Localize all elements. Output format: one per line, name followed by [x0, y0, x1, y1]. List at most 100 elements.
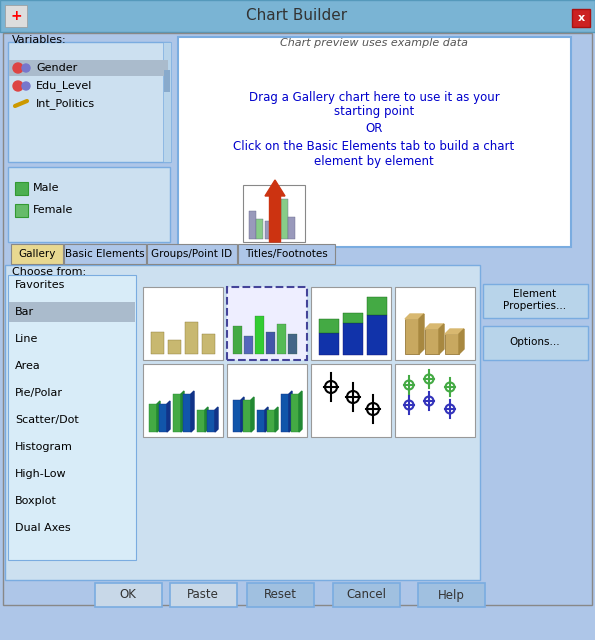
Text: Help: Help: [437, 589, 465, 602]
Bar: [265, 221, 272, 239]
Text: High-Low: High-Low: [15, 469, 67, 479]
Text: Basic Elements: Basic Elements: [65, 249, 145, 259]
Bar: [266, 332, 275, 354]
Bar: [483, 284, 588, 318]
Bar: [15, 204, 28, 217]
Bar: [143, 364, 223, 437]
Text: Choose from:: Choose from:: [12, 267, 86, 277]
Bar: [256, 219, 263, 239]
Bar: [395, 364, 475, 437]
Polygon shape: [445, 329, 464, 334]
Text: Favorites: Favorites: [15, 280, 65, 290]
Text: Paste: Paste: [187, 589, 219, 602]
Bar: [9, 302, 135, 322]
Bar: [227, 287, 307, 360]
Text: x: x: [577, 13, 584, 23]
Polygon shape: [265, 407, 268, 432]
Bar: [367, 315, 387, 355]
Polygon shape: [459, 329, 464, 354]
Bar: [311, 287, 391, 360]
Bar: [247, 583, 314, 607]
Polygon shape: [181, 391, 184, 432]
Polygon shape: [215, 407, 218, 432]
Text: Edu_Level: Edu_Level: [36, 81, 92, 92]
Bar: [151, 332, 164, 354]
Text: Reset: Reset: [264, 589, 296, 602]
Text: Female: Female: [33, 205, 73, 215]
Bar: [333, 583, 400, 607]
Text: Pie/Polar: Pie/Polar: [15, 388, 63, 398]
Bar: [238, 244, 335, 264]
Bar: [418, 583, 485, 607]
Bar: [163, 42, 171, 162]
Polygon shape: [251, 397, 254, 432]
Bar: [483, 326, 588, 360]
Bar: [257, 410, 265, 432]
Bar: [185, 322, 198, 354]
Text: +: +: [10, 9, 22, 23]
Text: OR: OR: [365, 122, 383, 136]
Text: Int_Politics: Int_Politics: [36, 99, 95, 109]
Bar: [11, 244, 63, 264]
Bar: [405, 319, 419, 354]
Bar: [5, 265, 480, 580]
Text: Line: Line: [15, 334, 38, 344]
Text: Variables:: Variables:: [12, 35, 67, 45]
Bar: [149, 404, 157, 432]
Bar: [267, 410, 275, 432]
Bar: [95, 583, 162, 607]
Bar: [233, 400, 241, 432]
Text: Histogram: Histogram: [15, 442, 73, 452]
Text: Cancel: Cancel: [346, 589, 386, 602]
Text: element by element: element by element: [314, 154, 434, 168]
Bar: [343, 323, 363, 355]
Bar: [164, 70, 170, 92]
Text: Gallery: Gallery: [18, 249, 56, 259]
Text: Male: Male: [33, 183, 60, 193]
Bar: [15, 182, 28, 195]
FancyArrow shape: [265, 180, 285, 242]
Circle shape: [13, 81, 23, 91]
Bar: [319, 333, 339, 355]
Bar: [143, 287, 223, 360]
Bar: [170, 583, 237, 607]
Polygon shape: [191, 391, 194, 432]
Bar: [572, 9, 590, 27]
Bar: [395, 287, 475, 360]
Polygon shape: [157, 401, 160, 432]
Bar: [8, 42, 170, 162]
Bar: [367, 297, 387, 315]
Polygon shape: [405, 314, 424, 319]
Bar: [255, 316, 264, 354]
Bar: [178, 37, 571, 247]
Bar: [0, 0, 595, 32]
Polygon shape: [419, 314, 424, 354]
Polygon shape: [439, 324, 444, 354]
Bar: [64, 244, 146, 264]
Bar: [244, 336, 253, 354]
Bar: [425, 329, 439, 354]
Polygon shape: [275, 407, 278, 432]
Bar: [168, 340, 181, 354]
Polygon shape: [289, 391, 292, 432]
Bar: [197, 410, 205, 432]
Text: OK: OK: [120, 589, 136, 602]
Bar: [8, 167, 170, 242]
Polygon shape: [241, 397, 244, 432]
Bar: [159, 404, 167, 432]
Bar: [445, 334, 459, 354]
Circle shape: [13, 63, 23, 73]
Polygon shape: [205, 407, 208, 432]
Bar: [227, 364, 307, 437]
Text: Chart preview uses example data: Chart preview uses example data: [280, 38, 468, 48]
Text: Groups/Point ID: Groups/Point ID: [152, 249, 233, 259]
Text: Click on the Basic Elements tab to build a chart: Click on the Basic Elements tab to build…: [233, 140, 515, 152]
Bar: [243, 185, 305, 242]
Bar: [288, 217, 295, 239]
Text: Element
Properties...: Element Properties...: [503, 289, 566, 311]
Bar: [147, 244, 237, 264]
Bar: [291, 394, 299, 432]
Bar: [202, 334, 215, 354]
Bar: [8, 275, 136, 560]
Bar: [288, 334, 297, 354]
